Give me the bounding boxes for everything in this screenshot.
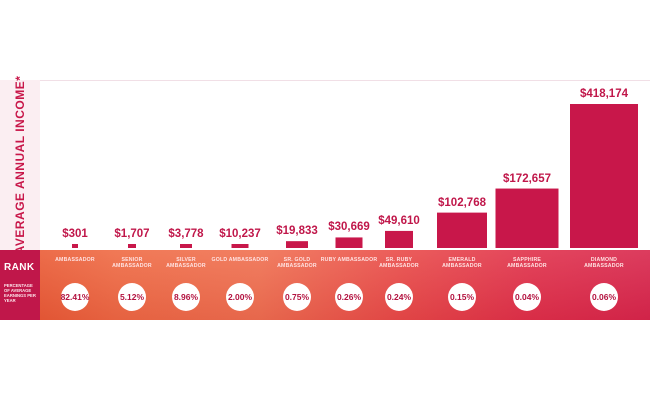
rank-name: SENIOR AMBASSADOR [112,257,152,269]
percentage-badge: 0.15% [448,283,476,311]
bar-8 [495,188,559,248]
rank-name: RUBY AMBASSADOR [320,257,378,263]
rank-band-texture [0,250,650,320]
bar-chart [72,104,638,248]
bar-value-label: $19,833 [276,225,318,238]
percentage-label: 5.12% [119,292,145,302]
percentage-badge: 0.75% [283,283,311,311]
rank-name: GOLD AMBASSADOR [211,257,269,263]
rank-name: SILVER AMBASSADOR [166,257,206,269]
percentage-label: 0.26% [336,292,362,302]
rank-title: RANK [4,262,35,273]
percentage-badge: 0.06% [590,283,618,311]
bar-1 [128,244,136,248]
bar-value-label: $1,707 [114,228,150,240]
percentage-label: 0.06% [591,292,617,302]
bar-value-label: $30,669 [328,221,370,234]
y-axis-label-strip [0,80,40,250]
bar-7 [437,212,487,248]
rank-cell: RANK PERCENTAGE OF AVERAGE EARNINGS PER … [0,250,40,320]
percentage-label: 8.96% [173,292,199,302]
percentage-badge: 5.12% [118,283,146,311]
rank-band [0,250,650,320]
percentage-badge: 82.41% [61,283,89,311]
rank-name: SR. RUBY AMBASSADOR [379,257,419,269]
bar-6 [385,230,413,248]
bar-value-label: $301 [62,228,88,240]
rank-note: PERCENTAGE OF AVERAGE EARNINGS PER YEAR [4,283,36,303]
percentage-badge: 0.04% [513,283,541,311]
percentage-label: 0.15% [449,292,475,302]
bar-value-label: $418,174 [580,88,628,100]
rank-name: DIAMOND AMBASSADOR [584,257,624,269]
rank-name: SAPPHIRE AMBASSADOR [507,257,547,269]
percentage-label: 0.75% [284,292,310,302]
bar-value-label: $172,657 [503,172,551,185]
percentage-label: 0.24% [386,292,412,302]
bar-value-label: $49,610 [378,214,420,227]
bar-9 [570,104,638,248]
bar-value-label: $102,768 [438,196,486,209]
rank-name: SR. GOLD AMBASSADOR [277,257,317,269]
bar-2 [180,244,192,248]
percentage-badge: 8.96% [172,283,200,311]
bar-value-label: $10,237 [219,228,261,240]
bar-value-label: $3,778 [168,228,204,240]
bar-3 [231,244,249,248]
percentage-badge: 0.24% [385,283,413,311]
percentage-label: 0.04% [514,292,540,302]
percentage-badge: 0.26% [335,283,363,311]
bar-4 [286,241,308,248]
rank-name: AMBASSADOR [55,257,95,263]
percentage-label: 82.41% [60,292,90,302]
rank-name: EMERALD AMBASSADOR [442,257,482,269]
percentage-badge: 2.00% [226,283,254,311]
percentage-label: 2.00% [227,292,253,302]
bar-0 [72,244,78,248]
bar-5 [335,237,363,248]
